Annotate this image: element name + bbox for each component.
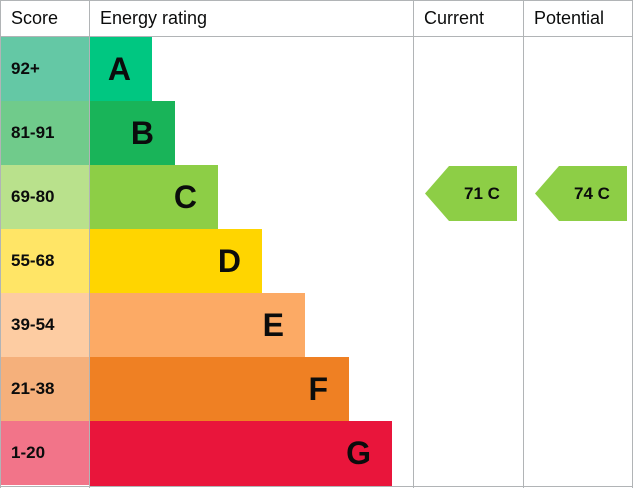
grid-line: [523, 0, 524, 488]
grid-line: [0, 0, 633, 1]
rating-bar-e: E: [89, 293, 305, 357]
energy-rating-header: Energy rating: [100, 8, 208, 28]
current-rating-arrow: 71 C: [425, 166, 517, 221]
grid-line: [0, 36, 633, 37]
score-header: Score: [11, 8, 59, 28]
score-range-b: 81-91: [0, 101, 89, 165]
arrow-shape: [535, 166, 627, 221]
score-range-e: 39-54: [0, 293, 89, 357]
potential-rating-arrow: 74 C: [535, 166, 627, 221]
rating-bar-c: C: [89, 165, 218, 229]
score-range-a: 92+: [0, 37, 89, 101]
rating-bar-g: G: [89, 421, 392, 486]
grid-line: [413, 0, 414, 488]
arrow-shape: [425, 166, 517, 221]
grid-line: [89, 0, 90, 488]
rating-bar-d: D: [89, 229, 262, 293]
grid-line: [0, 0, 1, 488]
score-range-c: 69-80: [0, 165, 89, 229]
rating-bar-f: F: [89, 357, 349, 421]
rating-bar-a: A: [89, 37, 152, 101]
grid-line: [0, 486, 633, 487]
score-range-g: 1-20: [0, 421, 89, 485]
current-header: Current: [424, 8, 485, 28]
rating-bar-b: B: [89, 101, 175, 165]
score-range-d: 55-68: [0, 229, 89, 293]
current-rating-label: 71 C: [464, 184, 500, 203]
score-range-f: 21-38: [0, 357, 89, 421]
potential-header: Potential: [534, 8, 605, 28]
potential-rating-label: 74 C: [574, 184, 610, 203]
